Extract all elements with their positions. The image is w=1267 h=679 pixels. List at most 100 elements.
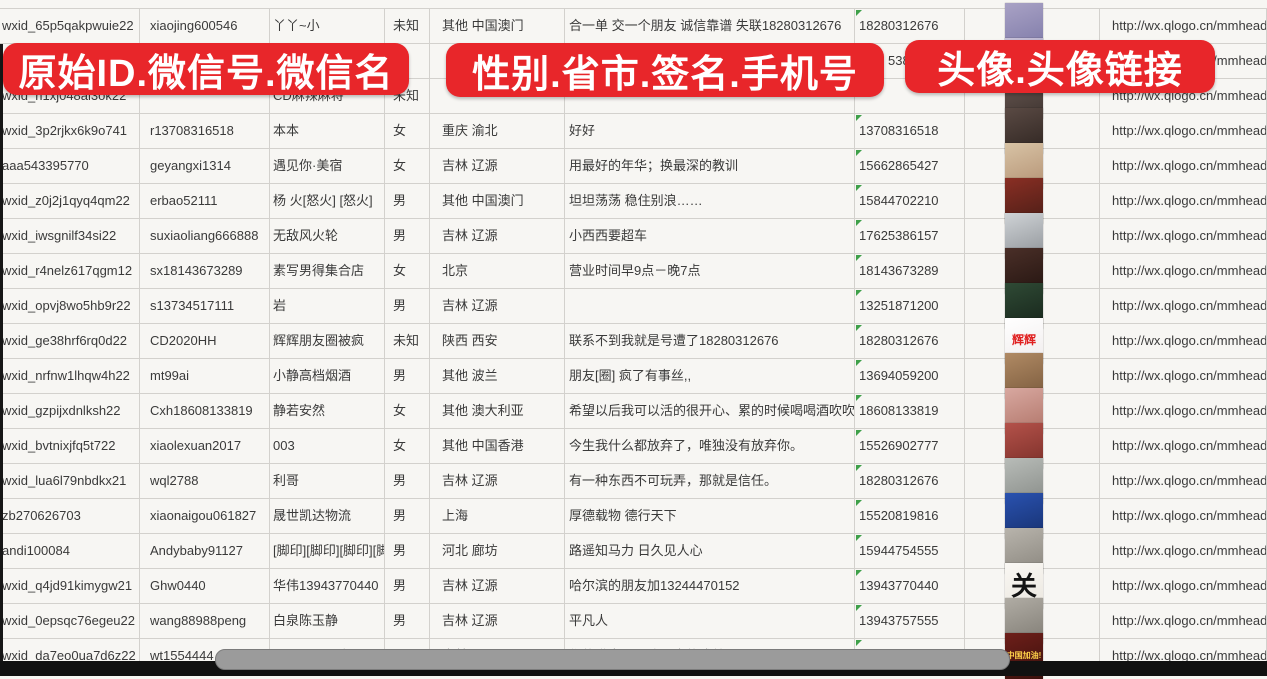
cell-signature[interactable] (565, 289, 855, 323)
cell-signature[interactable]: 朋友[圈] 疯了有事丝,, (565, 359, 855, 393)
cell-weixin_id[interactable]: geyangxi1314 (140, 149, 270, 183)
cell-phone[interactable]: 15944754555 (855, 534, 965, 568)
cell-region[interactable]: 吉林 辽源 (430, 289, 565, 323)
cell-weixin_id[interactable]: CD2020HH (140, 324, 270, 358)
cell-gender[interactable]: 男 (385, 534, 430, 568)
cell-signature[interactable]: 联系不到我就是号遭了18280312676 (565, 324, 855, 358)
cell-weixin_id[interactable] (140, 79, 270, 113)
cell-region[interactable]: 吉林 辽源 (430, 604, 565, 638)
cell-link[interactable]: http://wx.qlogo.cn/mmhead (1100, 219, 1267, 253)
cell-link[interactable]: http://wx.qlogo.cn/mmhead (1100, 9, 1267, 43)
cell-region[interactable]: 陕西 西安 (430, 324, 565, 358)
cell-phone[interactable]: 15526902777 (855, 429, 965, 463)
cell-weixin_id[interactable]: xiaonaigou061827 (140, 499, 270, 533)
cell-phone[interactable]: 18280312676 (855, 464, 965, 498)
cell-signature[interactable]: 用最好的年华；换最深的教训 (565, 149, 855, 183)
cell-link[interactable]: http://wx.qlogo.cn/mmhead (1100, 394, 1267, 428)
cell-weixin_id[interactable]: Cxh18608133819 (140, 394, 270, 428)
cell-gender[interactable]: 女 (385, 429, 430, 463)
cell-phone[interactable]: 17625386157 (855, 219, 965, 253)
cell-gender[interactable]: 女 (385, 394, 430, 428)
cell-nickname[interactable]: 素写男得集合店 (270, 254, 385, 288)
cell-wxid[interactable]: aaa543395770 (0, 149, 140, 183)
cell-gender[interactable]: 男 (385, 569, 430, 603)
cell-gender[interactable]: 男 (385, 359, 430, 393)
cell-region[interactable]: 吉林 辽源 (430, 149, 565, 183)
cell-weixin_id[interactable]: wang88988peng (140, 604, 270, 638)
cell-link[interactable]: http://wx.qlogo.cn/mmhead (1100, 149, 1267, 183)
cell-wxid[interactable]: wxid_r4nelz617qgm12 (0, 254, 140, 288)
cell-region[interactable]: 吉林 辽源 (430, 464, 565, 498)
cell-gender[interactable]: 男 (385, 464, 430, 498)
cell-wxid[interactable]: wxid_65p5qakpwuie22 (0, 9, 140, 43)
cell-signature[interactable]: 哈尔滨的朋友加13244470152 (565, 569, 855, 603)
cell-region[interactable]: 其他 澳大利亚 (430, 394, 565, 428)
cell-signature[interactable]: 营业时间早9点－晚7点 (565, 254, 855, 288)
cell-weixin_id[interactable]: Ghw0440 (140, 569, 270, 603)
cell-nickname[interactable]: [脚印][脚印][脚印][脚印 (270, 534, 385, 568)
cell-region[interactable]: 上海 (430, 499, 565, 533)
cell-region[interactable]: 其他 波兰 (430, 359, 565, 393)
cell-phone[interactable]: 13694059200 (855, 359, 965, 393)
cell-wxid[interactable]: wxid_lua6l79nbdkx21 (0, 464, 140, 498)
cell-nickname[interactable]: 本本 (270, 114, 385, 148)
cell-region[interactable]: 其他 中国香港 (430, 429, 565, 463)
cell-wxid[interactable]: wxid_0epsqc76egeu22 (0, 604, 140, 638)
cell-wxid[interactable]: wxid_iwsgnilf34si22 (0, 219, 140, 253)
horizontal-scrollbar-thumb[interactable] (215, 649, 1010, 670)
cell-wxid[interactable]: wxid_z0j2j1qyq4qm22 (0, 184, 140, 218)
cell-wxid[interactable]: wxid_3p2rjkx6k9o741 (0, 114, 140, 148)
cell-link[interactable]: http://wx.qlogo.cn/mmhead (1100, 114, 1267, 148)
cell-link[interactable]: http://wx.qlogo.cn/mmhead (1100, 184, 1267, 218)
cell-gender[interactable]: 男 (385, 289, 430, 323)
cell-region[interactable]: 吉林 辽源 (430, 219, 565, 253)
cell-nickname[interactable]: 白泉陈玉静 (270, 604, 385, 638)
cell-link[interactable]: http://wx.qlogo.cn/mmhead (1100, 289, 1267, 323)
cell-wxid[interactable]: andi100084 (0, 534, 140, 568)
cell-signature[interactable]: 坦坦荡荡 稳住别浪…… (565, 184, 855, 218)
cell-nickname[interactable]: 杨 火[怒火] [怒火] (270, 184, 385, 218)
cell-weixin_id[interactable]: s13734517111 (140, 289, 270, 323)
cell-nickname[interactable]: 遇见你·美宿 (270, 149, 385, 183)
cell-wxid[interactable]: wxid_opvj8wo5hb9r22 (0, 289, 140, 323)
cell-phone[interactable] (855, 79, 965, 113)
cell-gender[interactable]: 未知 (385, 9, 430, 43)
cell-gender[interactable] (385, 44, 430, 78)
cell-nickname[interactable]: 晟世凯达物流 (270, 499, 385, 533)
cell-gender[interactable]: 女 (385, 254, 430, 288)
cell-gender[interactable]: 女 (385, 114, 430, 148)
cell-signature[interactable]: 有一种东西不可玩弄，那就是信任。 (565, 464, 855, 498)
cell-phone[interactable]: 18280312676 (855, 324, 965, 358)
cell-phone[interactable]: 15662865427 (855, 149, 965, 183)
cell-phone[interactable]: 18143673289 (855, 254, 965, 288)
cell-weixin_id[interactable]: Andybaby91127 (140, 534, 270, 568)
cell-phone[interactable]: 13943770440 (855, 569, 965, 603)
cell-signature[interactable]: 厚德载物 德行天下 (565, 499, 855, 533)
cell-link[interactable]: http://wx.qlogo.cn/mmhead (1100, 534, 1267, 568)
cell-wxid[interactable]: wxid_gzpijxdnlksh22 (0, 394, 140, 428)
cell-wxid[interactable]: wxid_q4jd91kimygw21 (0, 569, 140, 603)
cell-wxid[interactable]: wxid_da7eo0ua7d6z22 (0, 639, 140, 673)
cell-region[interactable]: 其他 中国澳门 (430, 9, 565, 43)
cell-nickname[interactable]: 丫丫~小 (270, 9, 385, 43)
cell-phone[interactable]: 15844702210 (855, 184, 965, 218)
cell-link[interactable]: http://wx.qlogo.cn/mmhead (1100, 464, 1267, 498)
cell-signature[interactable]: 好好 (565, 114, 855, 148)
cell-gender[interactable]: 未知 (385, 324, 430, 358)
cell-weixin_id[interactable]: suxiaoliang666888 (140, 219, 270, 253)
cell-phone[interactable]: 15520819816 (855, 499, 965, 533)
cell-signature[interactable]: 小西西要超车 (565, 219, 855, 253)
cell-link[interactable]: http://wx.qlogo.cn/mmhead (1100, 429, 1267, 463)
cell-link[interactable]: http://wx.qlogo.cn/mmhead (1100, 324, 1267, 358)
cell-nickname[interactable]: 华伟13943770440 (270, 569, 385, 603)
cell-nickname[interactable]: 辉辉朋友圈被疯 (270, 324, 385, 358)
cell-phone[interactable]: 13708316518 (855, 114, 965, 148)
cell-gender[interactable]: 男 (385, 604, 430, 638)
cell-weixin_id[interactable]: xiaojing600546 (140, 9, 270, 43)
cell-nickname[interactable]: 小静高档烟酒 (270, 359, 385, 393)
cell-gender[interactable]: 男 (385, 184, 430, 218)
cell-nickname[interactable]: 利哥 (270, 464, 385, 498)
cell-weixin_id[interactable]: xiaolexuan2017 (140, 429, 270, 463)
cell-nickname[interactable]: 静若安然 (270, 394, 385, 428)
cell-signature[interactable]: 平凡人 (565, 604, 855, 638)
